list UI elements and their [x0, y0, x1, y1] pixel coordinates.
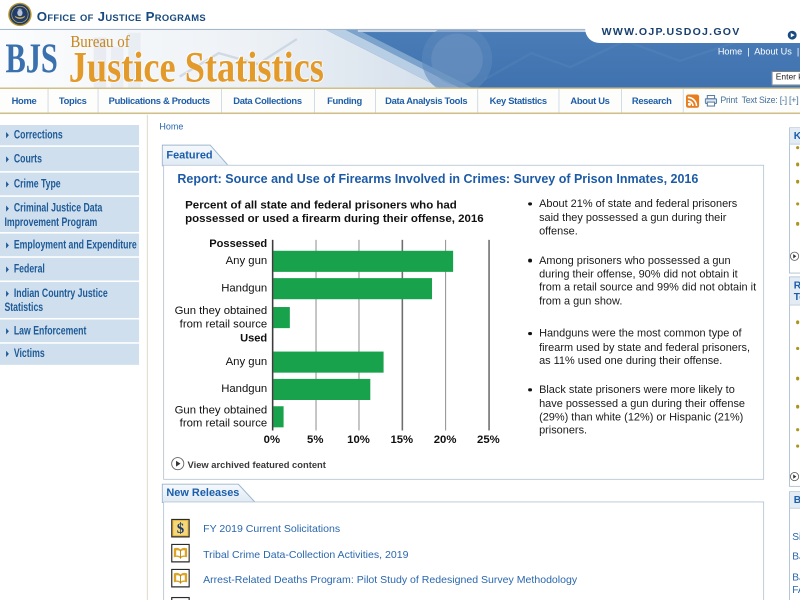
svg-text:$: $ [177, 520, 184, 536]
